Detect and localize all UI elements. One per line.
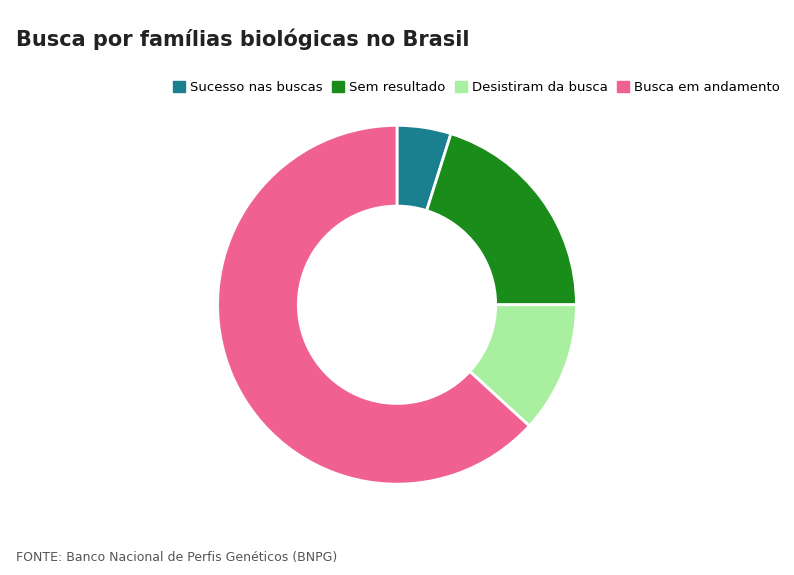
Text: Busca por famílias biológicas no Brasil: Busca por famílias biológicas no Brasil — [16, 29, 469, 50]
Wedge shape — [426, 133, 576, 305]
Legend: Sucesso nas buscas, Sem resultado, Desistiram da busca, Busca em andamento: Sucesso nas buscas, Sem resultado, Desis… — [171, 78, 783, 97]
Wedge shape — [470, 305, 576, 426]
Text: FONTE: Banco Nacional de Perfis Genéticos (BNPG): FONTE: Banco Nacional de Perfis Genético… — [16, 550, 337, 564]
Wedge shape — [218, 125, 530, 484]
Wedge shape — [397, 125, 451, 210]
